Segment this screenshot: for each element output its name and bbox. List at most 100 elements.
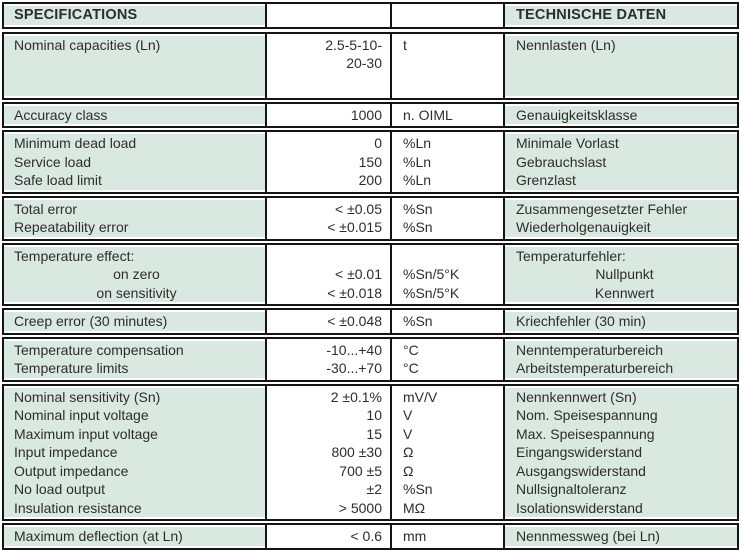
label-cell: Nominal capacities (Ln)	[14, 36, 161, 53]
german-column: Nennmessweg (bei Ln)	[503, 525, 737, 548]
german-column: Minimale Vorlast Gebrauchslast Grenzlast	[503, 132, 737, 192]
label-cell: Insulation resistance	[14, 499, 142, 516]
unit-cell: V	[403, 425, 413, 442]
german-column: Nennlasten (Ln)	[503, 33, 737, 98]
unit-column: n. OIML	[390, 103, 503, 126]
unit-column: %Sn/5°K %Sn/5°K	[390, 244, 503, 304]
value-cell: 2.5-5-10-	[325, 36, 382, 53]
german-cell: Grenzlast	[516, 172, 576, 188]
value-cell	[267, 247, 382, 266]
table-header-row: SPECIFICATIONS TECHNISCHE DATEN	[2, 2, 739, 29]
value-cell: 10	[366, 407, 382, 423]
german-cell: Nom. Speisespannung	[516, 407, 658, 423]
german-cell: Ausgangswiderstand	[516, 462, 646, 479]
german-cell: Eingangswiderstand	[516, 444, 643, 460]
german-cell: Minimale Vorlast	[516, 135, 619, 151]
label-cell	[14, 54, 259, 73]
german-cell: Zusammengesetzter Fehler	[516, 200, 688, 217]
value-column: 2 ±0.1% 10 15 800 ±30 700 ±5 ±2 > 5000	[265, 385, 390, 519]
label-column: Temperature compensation Temperature limi…	[4, 338, 265, 380]
unit-cell: %Ln	[403, 135, 432, 151]
value-column: < ±0.048	[265, 310, 390, 333]
table-row-group: Accuracy class 1000 n. OIML Genauigkeitskla…	[2, 101, 739, 128]
value-cell: 15	[366, 425, 382, 442]
german-column: Nenntemperaturbereich Arbeitstemperaturbe…	[503, 338, 737, 380]
label-cell: Maximum deflection (at Ln)	[14, 528, 183, 544]
unit-cell: Ω	[403, 462, 414, 479]
german-cell: Max. Speisespannung	[516, 425, 655, 442]
german-cell: TECHNISCHE DATEN	[516, 7, 667, 23]
unit-column: °C °C	[390, 338, 503, 380]
unit-cell: %Sn	[403, 481, 433, 497]
value-cell: -30...+70	[326, 360, 382, 376]
german-cell: Nennmessweg (bei Ln)	[516, 528, 660, 544]
german-column: Temperaturfehler: Nullpunkt Kennwert	[503, 244, 737, 304]
label-cell: Temperature effect:	[14, 247, 135, 264]
label-column: Nominal sensitivity (Sn) Nominal input vo…	[4, 385, 265, 519]
value-cell: < ±0.05	[335, 200, 382, 217]
german-cell: Nennlasten (Ln)	[516, 36, 616, 53]
german-column: Zusammengesetzter Fehler Wiederholgenauig…	[503, 197, 737, 239]
label-cell: Output impedance	[14, 462, 129, 479]
value-cell: 200	[358, 172, 382, 188]
label-cell: Creep error (30 minutes)	[14, 313, 168, 329]
label-column: Temperature effect: on zero on sensitivity	[4, 244, 265, 304]
unit-column: mV/V V V Ω Ω %Sn MΩ	[390, 385, 503, 519]
table-row-group: Temperature compensation Temperature limi…	[2, 336, 739, 382]
label-cell: on zero	[113, 266, 160, 282]
label-cell: SPECIFICATIONS	[14, 7, 138, 23]
german-column: Kriechfehler (30 min)	[503, 310, 737, 333]
unit-cell: °C	[403, 360, 419, 376]
value-column: 1000	[265, 103, 390, 126]
unit-cell: t	[403, 36, 407, 53]
unit-cell: %Sn	[403, 200, 433, 217]
german-cell	[516, 54, 733, 73]
value-cell: 700 ±5	[339, 462, 382, 479]
unit-cell: °C	[403, 341, 419, 358]
unit-cell: %Sn	[403, 219, 433, 235]
german-cell: Isolationswiderstand	[516, 499, 643, 516]
label-column: Maximum deflection (at Ln)	[4, 525, 265, 548]
german-cell: Nullpunkt	[595, 266, 654, 282]
german-cell: Temperaturfehler:	[516, 247, 626, 264]
label-cell: Accuracy class	[14, 106, 108, 123]
unit-cell	[403, 6, 503, 25]
german-cell: Nullsignaltoleranz	[516, 481, 627, 497]
unit-cell	[403, 54, 503, 73]
german-cell: Genauigkeitsklasse	[516, 106, 638, 123]
unit-column: %Ln %Ln %Ln	[390, 132, 503, 192]
unit-cell: %Sn	[403, 313, 433, 329]
value-cell: 1000	[350, 106, 382, 123]
unit-cell: mm	[403, 528, 427, 544]
table-row-group: Nominal sensitivity (Sn) Nominal input vo…	[2, 383, 739, 521]
value-cell: < ±0.048	[327, 313, 382, 329]
german-cell: Arbeitstemperaturbereich	[516, 360, 674, 376]
value-cell: 20-30	[346, 55, 382, 71]
label-column: Total error Repeatability error	[4, 197, 265, 239]
unit-cell: %Sn/5°K	[403, 266, 460, 282]
unit-cell: %Sn/5°K	[403, 284, 460, 301]
label-cell: Input impedance	[14, 444, 118, 460]
unit-cell: %Ln	[403, 172, 432, 188]
value-cell: < ±0.018	[327, 284, 382, 301]
value-cell: 2 ±0.1%	[330, 388, 382, 405]
label-cell: Safe load limit	[14, 172, 102, 188]
value-cell: -10...+40	[326, 341, 382, 358]
unit-column: %Sn	[390, 310, 503, 333]
german-cell: Kennwert	[594, 284, 655, 301]
value-column: < ±0.01 < ±0.018	[265, 244, 390, 304]
label-cell: Nominal sensitivity (Sn)	[14, 388, 161, 405]
label-cell: No load output	[14, 481, 106, 497]
unit-cell: n. OIML	[403, 106, 453, 123]
value-cell: < ±0.015	[327, 219, 382, 235]
german-cell: Nenntemperaturbereich	[516, 341, 664, 358]
unit-column: mm	[390, 525, 503, 548]
label-cell: Repeatability error	[14, 219, 129, 235]
label-cell: on sensitivity	[96, 284, 177, 301]
german-cell: Gebrauchslast	[516, 153, 607, 170]
label-column: Accuracy class	[4, 103, 265, 126]
table-row-group: Nominal capacities (Ln) 2.5-5-10- 20-30 t Ne…	[2, 31, 739, 100]
value-cell: < 0.6	[350, 528, 382, 544]
value-cell: < ±0.01	[335, 266, 382, 282]
table-row-group: Maximum deflection (at Ln) < 0.6 mm Nennmes…	[2, 523, 739, 550]
